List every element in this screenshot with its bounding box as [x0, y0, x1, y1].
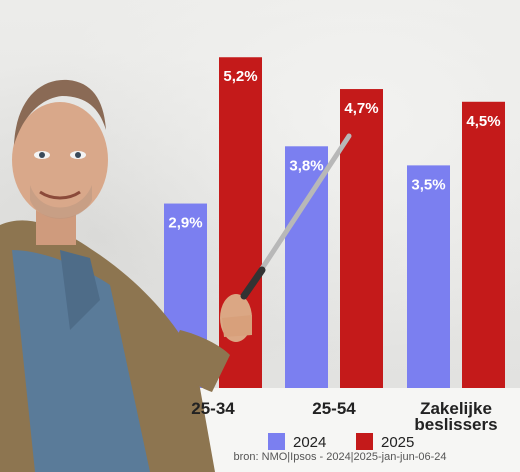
- source-note: bron: NMO|Ipsos - 2024|2025-jan-jun-06-2…: [233, 451, 447, 463]
- bar-2024-3: [407, 165, 450, 388]
- bar-2025-3: [462, 101, 505, 388]
- data-label-2025-2: 4,7%: [344, 100, 378, 117]
- legend-swatch-2025: [356, 433, 373, 450]
- category-label-2: 25-54: [312, 399, 356, 418]
- category-label-3: Zakelijke beslissers: [414, 399, 497, 434]
- legend-swatch-2024: [268, 433, 285, 450]
- legend-label-2025: 2025: [381, 434, 414, 451]
- data-label-2025-1: 5,2%: [223, 68, 257, 85]
- pointer-handle: [240, 266, 266, 300]
- data-label-2024-2: 3,8%: [289, 157, 323, 174]
- data-label-2024-3: 3,5%: [411, 176, 445, 193]
- legend-label-2024: 2024: [293, 434, 326, 451]
- bar-2024-2: [285, 146, 328, 388]
- data-label-2025-3: 4,5%: [466, 113, 500, 130]
- presenter-photo: [0, 79, 252, 472]
- category-label-1: 25-34: [191, 399, 235, 418]
- bar-2025-2: [340, 89, 383, 388]
- data-label-2024-1: 2,9%: [168, 215, 202, 232]
